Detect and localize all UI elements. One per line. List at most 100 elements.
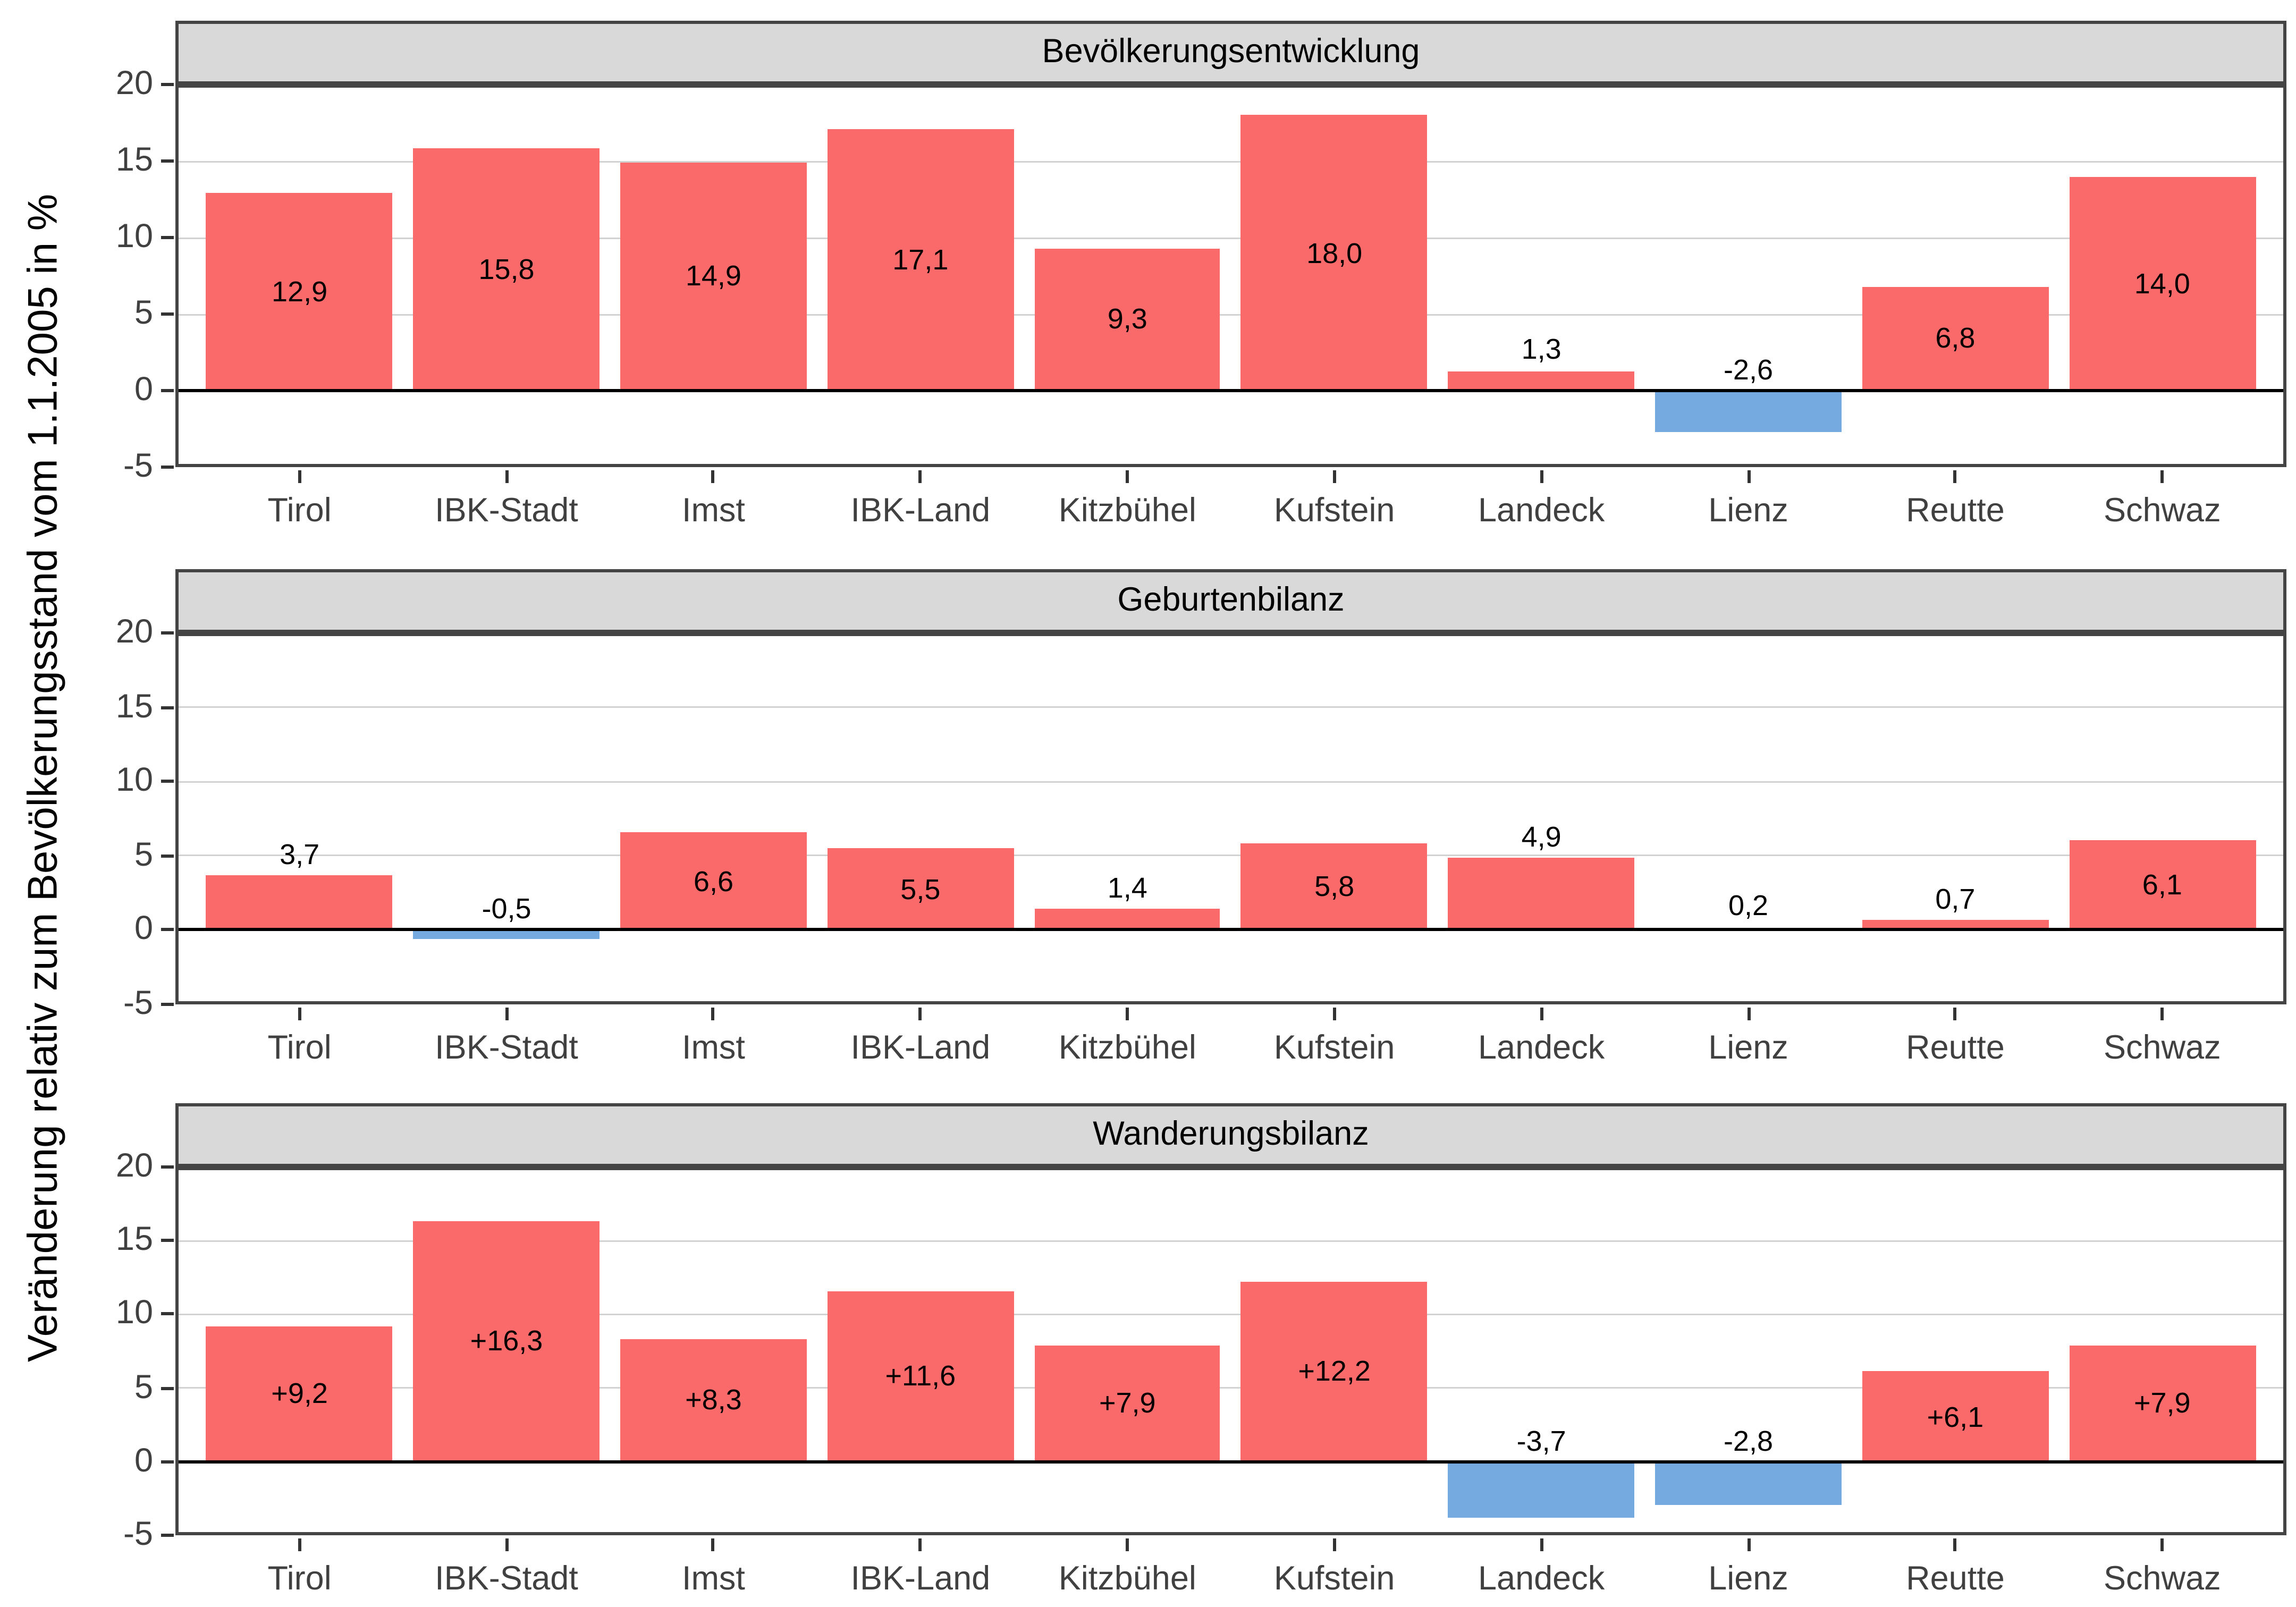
bar: [620, 1339, 807, 1462]
x-tick-mark: [1746, 470, 1750, 483]
x-tick-label: Reutte: [1906, 493, 2005, 529]
bar: [1034, 1345, 1221, 1462]
y-tick-label: 0: [134, 1442, 153, 1479]
x-tick-label: Kufstein: [1273, 493, 1395, 529]
bar: [1862, 286, 2049, 391]
gridline: [175, 855, 2286, 857]
x-tick-label: Kitzbühel: [1058, 1030, 1196, 1067]
bar-value-label: 12,9: [272, 276, 328, 308]
bar: [1034, 248, 1221, 391]
x-tick-label: Kufstein: [1273, 1561, 1395, 1597]
bar: [827, 1290, 1014, 1462]
bar-value-label: 3,7: [280, 838, 320, 870]
x-tick-mark: [505, 470, 509, 483]
x-tick-label: Kitzbühel: [1058, 493, 1196, 529]
bar-value-label: 18,0: [1306, 236, 1363, 269]
y-tick-label: 5: [134, 295, 153, 332]
gridline: [175, 236, 2286, 239]
bar: [620, 162, 807, 391]
x-tick-label: Landeck: [1478, 493, 1605, 529]
x-tick-mark: [712, 1008, 715, 1020]
bar: [413, 148, 600, 391]
bar: [1655, 1463, 1842, 1504]
y-tick-mark: [161, 1165, 174, 1169]
x-tick-mark: [1332, 1538, 1336, 1551]
x-tick-label: Kufstein: [1273, 1030, 1395, 1067]
x-tick-mark: [918, 470, 922, 483]
bar: [206, 875, 393, 931]
bar: [620, 832, 807, 931]
y-tick-mark: [161, 631, 174, 635]
bar: [206, 193, 393, 391]
y-tick-label: -5: [123, 985, 153, 1022]
bar: [1241, 115, 1428, 391]
bar: [1241, 1282, 1428, 1462]
x-tick-mark: [1746, 1008, 1750, 1020]
bar: [1448, 370, 1635, 391]
y-tick-mark: [161, 1534, 174, 1537]
y-tick-label: 5: [134, 1368, 153, 1406]
y-tick-mark: [161, 312, 174, 316]
x-tick-mark: [298, 470, 301, 483]
bar: [827, 129, 1014, 391]
y-tick-mark: [161, 705, 174, 709]
bar-value-label: 17,1: [892, 243, 949, 276]
bar: [1655, 392, 1842, 432]
bar: [2069, 176, 2256, 391]
bar: [413, 1221, 600, 1462]
x-tick-label: IBK-Stadt: [435, 1030, 578, 1067]
x-tick-label: Tirol: [267, 1030, 332, 1067]
bar-value-label: 6,1: [2142, 868, 2182, 901]
y-tick-mark: [161, 83, 174, 86]
x-tick-mark: [1953, 1008, 1957, 1020]
x-tick-mark: [2160, 1538, 2164, 1551]
plot-area: 3,7 -0,5 6,6 5,5 1,4 5,8 4,9 0,2 0,7 6,1: [175, 632, 2286, 1004]
x-tick-mark: [712, 1538, 715, 1551]
y-tick-mark: [161, 1313, 174, 1316]
x-tick-label: Schwaz: [2104, 493, 2221, 529]
x-tick-label: IBK-Stadt: [435, 493, 578, 529]
x-tick-mark: [1540, 470, 1543, 483]
x-tick-label: Landeck: [1478, 1561, 1605, 1597]
bar-value-label: -2,8: [1723, 1425, 1774, 1457]
y-tick-label: 10: [115, 1295, 153, 1332]
x-tick-mark: [1953, 470, 1957, 483]
bar-value-label: +8,3: [685, 1384, 742, 1417]
zero-line: [175, 1460, 2286, 1464]
zero-line: [175, 389, 2286, 392]
bar-value-label: 1,4: [1107, 872, 1147, 904]
x-tick-mark: [1540, 1008, 1543, 1020]
y-tick-mark: [161, 1003, 174, 1006]
bar: [827, 848, 1014, 931]
gridline: [175, 160, 2286, 162]
y-tick-label: -5: [123, 1516, 153, 1553]
bar-value-label: 6,6: [693, 865, 733, 897]
y-tick-label: -5: [123, 448, 153, 485]
y-tick-label: 10: [115, 218, 153, 255]
x-tick-mark: [1953, 1538, 1957, 1551]
strip-title: Wanderungsbilanz: [1093, 1116, 1369, 1153]
x-tick-label: Schwaz: [2104, 1030, 2221, 1067]
bar: [1034, 909, 1221, 931]
bar-value-label: 0,7: [1935, 883, 1976, 915]
bar-value-label: 4,9: [1521, 821, 1561, 853]
x-tick-label: Lienz: [1708, 1030, 1788, 1067]
x-tick-mark: [1126, 1538, 1129, 1551]
panel-border: [175, 84, 2286, 467]
y-tick-label: 20: [115, 65, 153, 102]
y-tick-label: 0: [134, 911, 153, 948]
bar-value-label: 14,9: [685, 260, 741, 293]
y-tick-mark: [161, 236, 174, 239]
y-tick-label: 5: [134, 836, 153, 874]
bar: [1862, 1372, 2049, 1462]
bar-value-label: -0,5: [482, 893, 531, 926]
x-tick-label: Lienz: [1708, 493, 1788, 529]
bar: [2069, 839, 2256, 931]
x-tick-mark: [1746, 1538, 1750, 1551]
x-tick-mark: [298, 1008, 301, 1020]
bar: [1241, 844, 1428, 931]
y-tick-label: 20: [115, 1148, 153, 1185]
bar-value-label: +7,9: [1099, 1387, 1156, 1419]
bar-value-label: +16,3: [470, 1325, 543, 1358]
